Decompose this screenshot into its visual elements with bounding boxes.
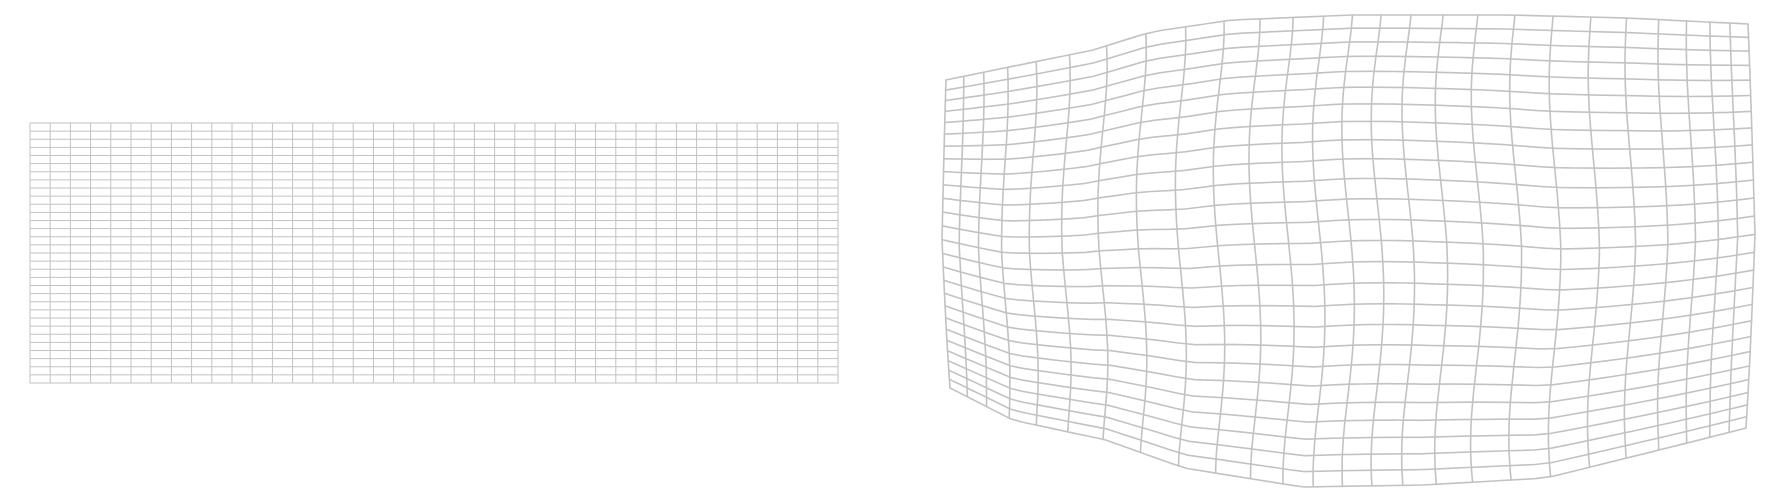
warped-row-line (941, 251, 1756, 271)
warped-row-line (942, 138, 1754, 175)
warped-row-line (949, 387, 1747, 488)
warped-row-line (944, 304, 1753, 350)
warped-row-line (944, 70, 1751, 124)
warped-row-line (942, 157, 1754, 191)
warped-grid-panel (941, 14, 1756, 488)
warped-row-line (944, 27, 1750, 91)
warped-row-line (943, 103, 1752, 147)
warped-row-line (944, 317, 1752, 369)
warped-row-line (943, 120, 1753, 161)
warped-row-line (946, 339, 1751, 406)
warped-row-line (942, 266, 1755, 291)
warped-row-line (941, 215, 1756, 238)
warped-row-line (946, 349, 1750, 423)
warped-row-line (945, 328, 1751, 387)
warped-row-line (948, 369, 1749, 457)
warped-row-line (943, 292, 1753, 331)
warped-row-line (941, 233, 1756, 255)
regular-grid-panel (29, 122, 839, 384)
warped-row-line (943, 86, 1752, 135)
warped-row-line (942, 177, 1755, 206)
warped-row-line (941, 197, 1755, 222)
warped-row-line (947, 359, 1749, 440)
warped-row-line (944, 55, 1751, 113)
warped-row-line (944, 41, 1750, 102)
warped-row-line (943, 279, 1754, 311)
warped-row-line (948, 378, 1748, 473)
warped-row-line (945, 14, 1749, 81)
